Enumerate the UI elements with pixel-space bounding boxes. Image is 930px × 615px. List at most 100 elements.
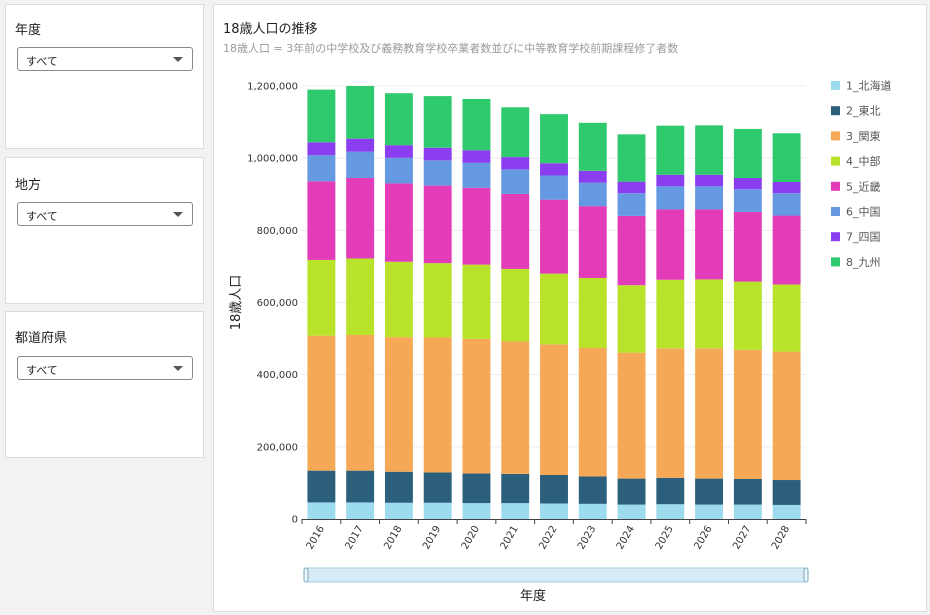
bar-segment[interactable] — [617, 504, 646, 519]
bar-segment[interactable] — [695, 209, 724, 280]
bar-segment[interactable] — [346, 178, 375, 259]
bar-segment[interactable] — [384, 502, 413, 519]
prefecture-select[interactable]: すべて — [17, 356, 193, 380]
bar-segment[interactable] — [501, 107, 530, 158]
bar-segment[interactable] — [733, 128, 762, 179]
year-select[interactable]: すべて — [17, 47, 193, 71]
bar-segment[interactable] — [617, 352, 646, 479]
bar-segment[interactable] — [656, 125, 685, 175]
bar-segment[interactable] — [462, 473, 491, 504]
bar-segment[interactable] — [462, 98, 491, 151]
bar-segment[interactable] — [656, 174, 685, 187]
bar-segment[interactable] — [772, 215, 801, 285]
bar-segment[interactable] — [772, 133, 801, 182]
bar-segment[interactable] — [733, 281, 762, 350]
bar-segment[interactable] — [307, 142, 336, 156]
bar-segment[interactable] — [617, 478, 646, 505]
bar-segment[interactable] — [423, 185, 452, 264]
bar-segment[interactable] — [617, 215, 646, 286]
bar-segment[interactable] — [617, 181, 646, 194]
bar-segment[interactable] — [617, 134, 646, 182]
bar-segment[interactable] — [307, 155, 336, 182]
range-slider-track[interactable] — [305, 567, 807, 583]
legend-swatch[interactable] — [831, 81, 840, 90]
bar-segment[interactable] — [540, 344, 568, 475]
bar-segment[interactable] — [423, 160, 452, 186]
bar-segment[interactable] — [578, 182, 607, 207]
legend-label[interactable]: 8_九州 — [846, 256, 881, 269]
bar-segment[interactable] — [695, 478, 724, 505]
legend-label[interactable]: 4_中部 — [846, 154, 881, 168]
bar-segment[interactable] — [617, 193, 646, 216]
bar-segment[interactable] — [462, 503, 491, 519]
bar-segment[interactable] — [772, 480, 801, 505]
bar-segment[interactable] — [617, 285, 646, 353]
region-select[interactable]: すべて — [17, 202, 193, 226]
bar-segment[interactable] — [540, 175, 568, 200]
bar-segment[interactable] — [307, 470, 336, 503]
bar-segment[interactable] — [462, 150, 491, 163]
legend-label[interactable]: 3_関東 — [846, 130, 881, 143]
bar-segment[interactable] — [656, 279, 685, 349]
bar-segment[interactable] — [578, 277, 607, 348]
bar-segment[interactable] — [307, 259, 336, 336]
bar-segment[interactable] — [346, 138, 375, 152]
bar-segment[interactable] — [695, 279, 724, 349]
bar-segment[interactable] — [540, 114, 568, 164]
bar-segment[interactable] — [733, 178, 762, 190]
bar-segment[interactable] — [656, 209, 685, 280]
bar-segment[interactable] — [501, 157, 530, 170]
bar-segment[interactable] — [307, 89, 336, 143]
legend-label[interactable]: 5_近畿 — [846, 179, 881, 193]
bar-segment[interactable] — [423, 472, 452, 503]
bar-segment[interactable] — [462, 162, 491, 188]
legend-swatch[interactable] — [831, 106, 840, 116]
legend-label[interactable]: 7_四国 — [846, 231, 881, 244]
legend-label[interactable]: 1_北海道 — [846, 79, 892, 93]
bar-segment[interactable] — [462, 264, 491, 339]
bar-segment[interactable] — [346, 470, 375, 503]
bar-segment[interactable] — [346, 258, 375, 335]
bar-segment[interactable] — [501, 341, 530, 474]
bar-segment[interactable] — [695, 186, 724, 210]
bar-segment[interactable] — [462, 338, 491, 474]
bar-segment[interactable] — [501, 503, 530, 519]
bar-segment[interactable] — [540, 474, 568, 504]
range-slider-handle-left[interactable] — [303, 567, 309, 583]
bar-segment[interactable] — [501, 169, 530, 194]
bar-segment[interactable] — [733, 211, 762, 282]
bar-segment[interactable] — [307, 181, 336, 260]
legend-swatch[interactable] — [831, 156, 840, 166]
legend-swatch[interactable] — [831, 232, 840, 242]
bar-segment[interactable] — [695, 504, 724, 519]
legend-swatch[interactable] — [831, 257, 840, 267]
legend-swatch[interactable] — [831, 131, 840, 141]
bar-segment[interactable] — [772, 504, 801, 519]
bar-segment[interactable] — [346, 151, 375, 179]
bar-segment[interactable] — [423, 147, 452, 161]
bar-segment[interactable] — [578, 503, 607, 519]
bar-segment[interactable] — [346, 334, 375, 471]
bar-segment[interactable] — [733, 478, 762, 505]
bar-segment[interactable] — [656, 348, 685, 478]
bar-segment[interactable] — [346, 86, 375, 139]
bar-segment[interactable] — [307, 502, 336, 519]
bar-segment[interactable] — [656, 477, 685, 505]
range-slider-handle-right[interactable] — [803, 567, 809, 583]
bar-segment[interactable] — [578, 206, 607, 278]
bar-segment[interactable] — [384, 261, 413, 338]
bar-segment[interactable] — [501, 193, 530, 269]
bar-segment[interactable] — [501, 268, 530, 342]
bar-segment[interactable] — [695, 348, 724, 479]
bar-segment[interactable] — [772, 351, 801, 481]
bar-segment[interactable] — [578, 476, 607, 504]
bar-segment[interactable] — [307, 335, 336, 471]
bar-segment[interactable] — [540, 163, 568, 176]
bar-segment[interactable] — [462, 187, 491, 265]
bar-segment[interactable] — [540, 503, 568, 519]
bar-segment[interactable] — [733, 504, 762, 519]
bar-segment[interactable] — [540, 199, 568, 274]
bar-segment[interactable] — [578, 122, 607, 171]
bar-segment[interactable] — [423, 502, 452, 519]
bar-segment[interactable] — [772, 181, 801, 194]
